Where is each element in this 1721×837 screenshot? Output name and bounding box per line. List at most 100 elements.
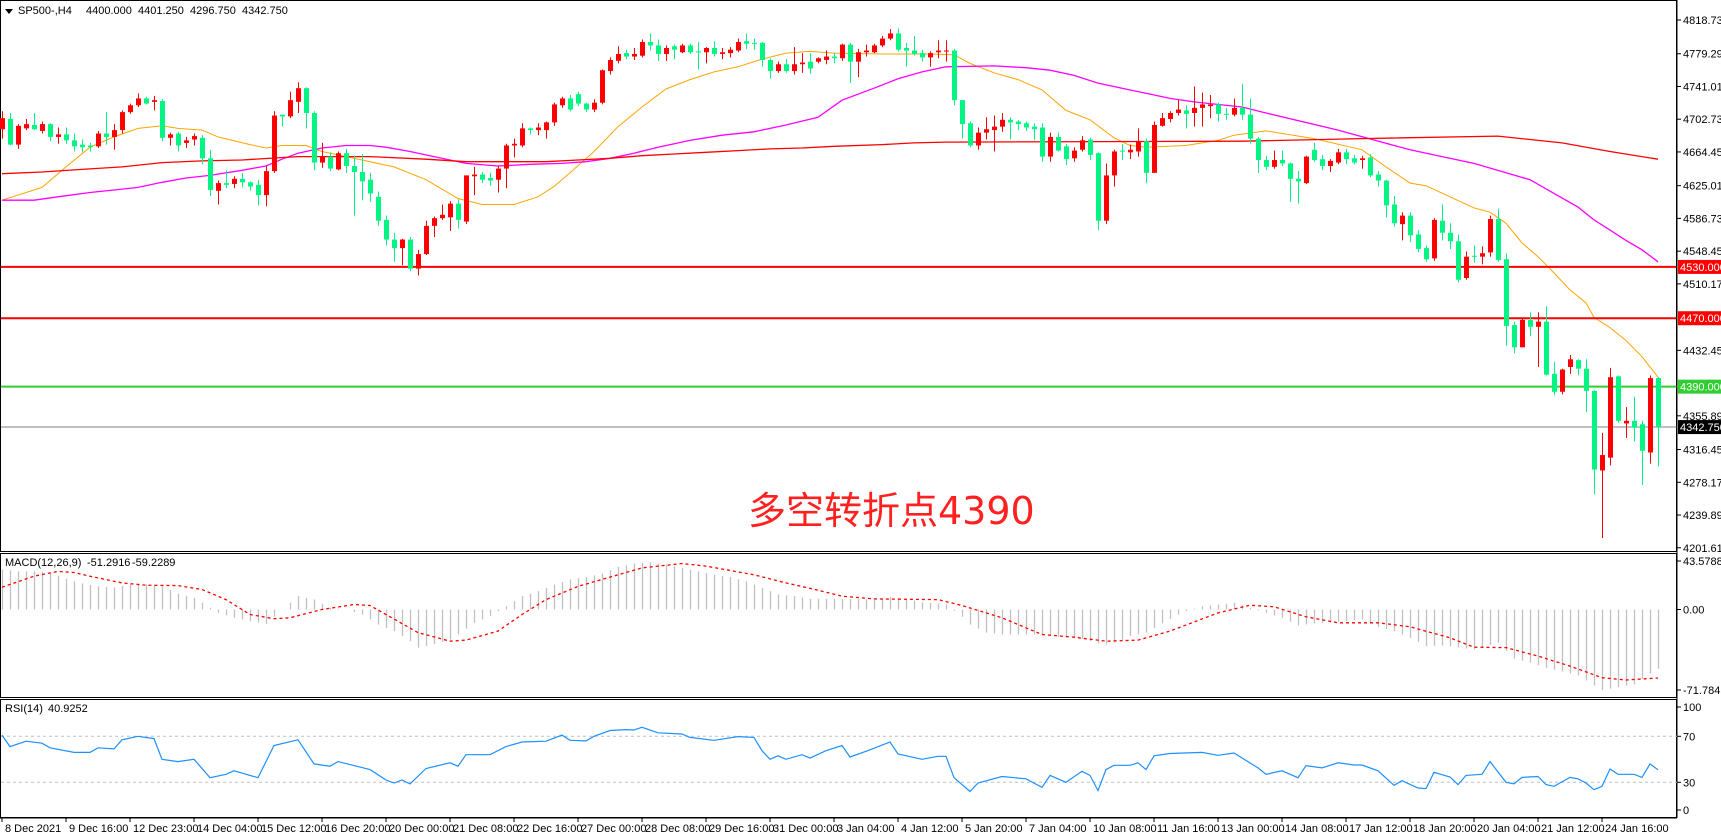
candle-body <box>1224 113 1229 115</box>
candle <box>864 44 869 57</box>
candle <box>656 39 661 61</box>
price-tick-label: 4741.010 <box>1683 81 1721 93</box>
candle <box>32 112 37 131</box>
macd-pane[interactable]: MACD(12,26,9) -51.2916 -59.2289 43.5788 0… <box>0 553 1721 698</box>
candle <box>976 127 981 150</box>
candle <box>296 82 301 113</box>
candle <box>1160 112 1165 127</box>
macd-signal-line <box>1 562 1659 681</box>
candle-body <box>912 50 917 54</box>
candle <box>712 41 717 57</box>
rsi-path <box>1 726 1659 793</box>
candle-body <box>1368 157 1373 176</box>
candle <box>312 111 317 171</box>
candle <box>456 199 461 229</box>
annotation-text[interactable]: 多空转折点4390 <box>748 489 1035 533</box>
candle-body <box>1128 149 1133 153</box>
candle <box>832 53 837 64</box>
candle-body <box>184 140 189 143</box>
candle-body <box>816 58 821 62</box>
candle-body <box>56 134 61 137</box>
candle <box>1000 112 1005 132</box>
candle <box>1336 148 1341 165</box>
candle-body <box>1152 124 1157 173</box>
macd-signal-path <box>1 562 1659 681</box>
candle <box>1120 143 1125 161</box>
candle-body <box>544 122 549 131</box>
horizontal-levels[interactable] <box>1 265 1677 428</box>
time-tick-label: 9 Dec 16:00 <box>69 823 128 835</box>
candle-body <box>344 153 349 167</box>
candle <box>480 171 485 184</box>
candle <box>112 124 117 150</box>
candle <box>1592 390 1597 495</box>
candle-body <box>744 41 749 44</box>
candle-body <box>576 94 581 104</box>
candle-body <box>440 214 445 219</box>
candle-body <box>944 50 949 52</box>
time-tick-label: 10 Jan 08:00 <box>1093 823 1157 835</box>
candle-body <box>1160 118 1165 126</box>
dropdown-triangle-icon[interactable] <box>5 9 13 14</box>
price-tick-label: 4702.730 <box>1683 114 1721 126</box>
candle <box>1096 152 1101 231</box>
macd-signal-value: -59.2289 <box>132 557 175 569</box>
candle <box>1616 375 1621 423</box>
candle-body <box>696 51 701 53</box>
candle-body <box>336 153 341 170</box>
candles <box>0 28 1661 539</box>
macd-tick-label: -71.784 <box>1683 685 1720 697</box>
candle <box>1192 86 1197 127</box>
candle <box>432 216 437 237</box>
candle <box>40 121 45 134</box>
candle <box>784 59 789 73</box>
candle <box>360 154 365 201</box>
candle-body <box>1400 215 1405 225</box>
candle <box>1392 195 1397 227</box>
symbol-timeframe: SP500-,H4 <box>18 5 72 17</box>
macd-tick-label: 43.5788 <box>1683 556 1721 568</box>
candle-body <box>1592 390 1597 470</box>
price-axis: 4818.730 4779.290 4741.010 4702.730 4664.450… <box>1676 0 1721 818</box>
candle <box>1016 119 1021 131</box>
candle-body <box>1112 151 1117 176</box>
price-pane[interactable]: SP500-,H4 4400.000 4401.250 4296.750 434… <box>0 0 1721 818</box>
candle <box>1080 136 1085 152</box>
candle <box>888 29 893 41</box>
candle <box>128 103 133 114</box>
candle <box>1608 367 1613 466</box>
price-tick-label: 4510.170 <box>1683 279 1721 291</box>
candle-body <box>1016 121 1021 125</box>
candle-body <box>1168 112 1173 119</box>
candle <box>376 191 381 226</box>
candle <box>336 151 341 171</box>
candle-body <box>888 33 893 39</box>
candle <box>1648 375 1653 464</box>
candle <box>1320 154 1325 171</box>
candle-body <box>1456 241 1461 280</box>
candle-body <box>80 144 85 148</box>
candle-body <box>584 103 589 110</box>
candle <box>512 138 517 158</box>
candle <box>544 121 549 139</box>
candle <box>792 47 797 75</box>
candle <box>1528 312 1533 337</box>
candle <box>256 179 261 206</box>
candle <box>1056 132 1061 152</box>
candle-body <box>1608 377 1613 458</box>
candle <box>1408 212 1413 243</box>
candle <box>1128 144 1133 160</box>
candle-body <box>800 62 805 65</box>
candle-body <box>792 64 797 72</box>
price-tick-label: 4625.010 <box>1683 181 1721 193</box>
candle <box>872 43 877 54</box>
candle-body <box>648 42 653 46</box>
price-tick-label: 4432.450 <box>1683 345 1721 357</box>
candle <box>1208 95 1213 119</box>
candle <box>1632 396 1637 442</box>
candle <box>768 58 773 79</box>
time-tick-label: 15 Dec 12:00 <box>261 823 326 835</box>
